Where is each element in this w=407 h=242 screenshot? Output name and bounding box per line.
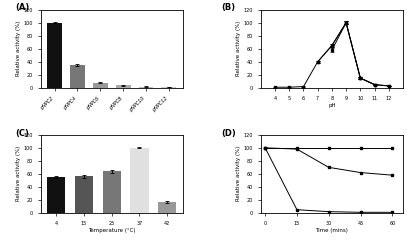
- Line: 37: 37: [264, 146, 394, 149]
- Bar: [70, 65, 85, 88]
- 60: [390, 211, 395, 214]
- Bar: [75, 176, 93, 213]
- 37: [390, 146, 395, 149]
- Bar: [93, 83, 108, 88]
- 37: [295, 146, 300, 149]
- 60: [326, 210, 331, 213]
- Y-axis label: Relative activity (%): Relative activity (%): [236, 21, 241, 76]
- Line: 60: 60: [264, 146, 394, 214]
- Bar: [116, 85, 131, 88]
- 60: [263, 146, 267, 149]
- Bar: [138, 87, 153, 88]
- Text: (A): (A): [15, 3, 29, 12]
- Y-axis label: Relative activity (%): Relative activity (%): [236, 146, 241, 202]
- X-axis label: Time (mins): Time (mins): [315, 228, 348, 233]
- 50: [390, 174, 395, 177]
- 50: [358, 171, 363, 174]
- X-axis label: pH: pH: [328, 103, 336, 108]
- Text: (D): (D): [221, 129, 236, 137]
- Text: (C): (C): [15, 129, 29, 137]
- 60: [358, 211, 363, 214]
- 50: [326, 166, 331, 169]
- Bar: [47, 177, 65, 213]
- 50: [263, 146, 267, 149]
- Bar: [162, 87, 176, 88]
- Y-axis label: Relative activity (%): Relative activity (%): [16, 146, 21, 202]
- Bar: [131, 148, 149, 213]
- Bar: [158, 202, 176, 213]
- Bar: [103, 171, 121, 213]
- 37: [326, 146, 331, 149]
- 50: [295, 148, 300, 151]
- 37: [263, 146, 267, 149]
- X-axis label: Temperature (°C): Temperature (°C): [88, 228, 136, 233]
- Y-axis label: Relative activity (%): Relative activity (%): [16, 21, 21, 76]
- 37: [358, 146, 363, 149]
- Text: (B): (B): [221, 3, 235, 12]
- Line: 50: 50: [264, 146, 394, 177]
- Bar: [47, 23, 62, 88]
- 60: [295, 208, 300, 211]
